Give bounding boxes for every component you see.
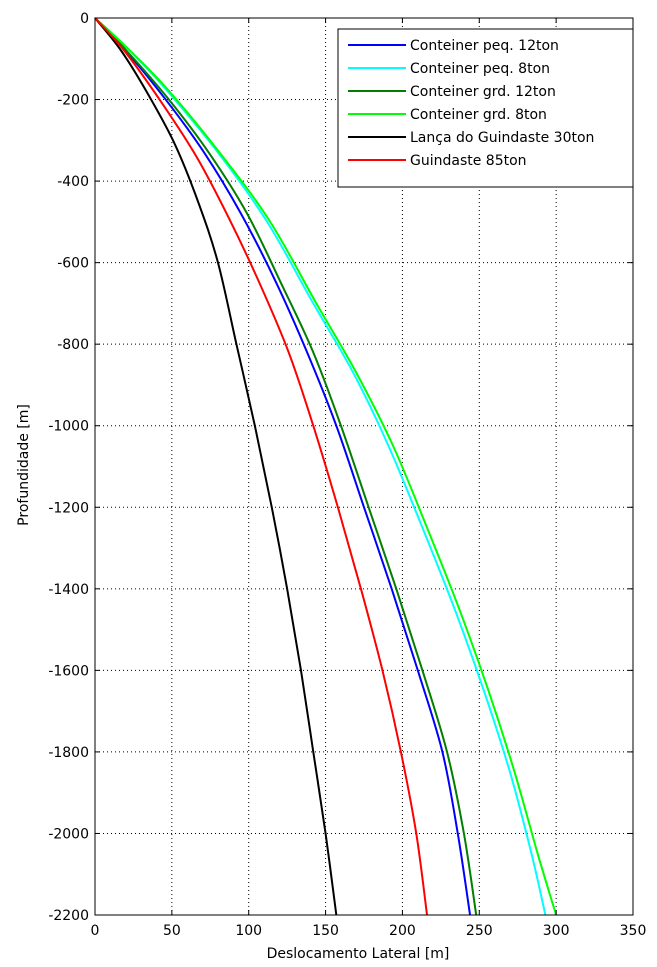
x-tick-label: 350 [620,923,647,939]
y-tick-label: -400 [57,174,89,190]
y-tick-label: -2000 [48,826,89,842]
y-tick-label: -1000 [48,419,89,435]
axis-ticks: 0 50 100 150 200 250 300 350 0 -200 -400 -600 -800 -1… [48,11,646,939]
legend-label: Conteiner peq. 12ton [410,38,559,54]
legend-label: Conteiner grd. 8ton [410,107,547,123]
y-tick-label: -1400 [48,582,89,598]
y-tick-label: -1600 [48,663,89,679]
series-lines [94,17,558,916]
legend: Conteiner peq. 12ton Conteiner peq. 8ton C… [337,28,634,188]
series-line-1 [94,17,547,916]
y-tick-label: -800 [57,337,89,353]
series-line-3 [94,17,558,916]
y-tick-label: -200 [57,93,89,109]
legend-label: Conteiner peq. 8ton [410,61,550,77]
y-axis-label: Profundidade [m] [16,404,32,526]
legend-label: Lança do Guindaste 30ton [410,130,594,146]
x-tick-label: 150 [312,923,339,939]
x-tick-label: 0 [91,923,100,939]
plot-frame [94,17,634,916]
x-tick-label: 50 [163,923,181,939]
legend-label: Conteiner grd. 12ton [410,84,556,100]
legend-label: Guindaste 85ton [410,153,527,169]
series-line-0 [94,17,472,916]
x-axis-label: Deslocamento Lateral [m] [267,946,450,962]
x-tick-label: 200 [389,923,416,939]
x-tick-label: 100 [235,923,262,939]
series-line-4 [94,17,338,916]
y-tick-label: -1800 [48,745,89,761]
y-tick-label: 0 [80,11,89,27]
y-tick-label: -2200 [48,908,89,924]
y-tick-label: -1200 [48,500,89,516]
x-tick-label: 300 [543,923,570,939]
series-line-5 [94,17,429,916]
y-tick-label: -600 [57,256,89,272]
x-tick-label: 250 [466,923,493,939]
series-line-2 [94,17,478,916]
